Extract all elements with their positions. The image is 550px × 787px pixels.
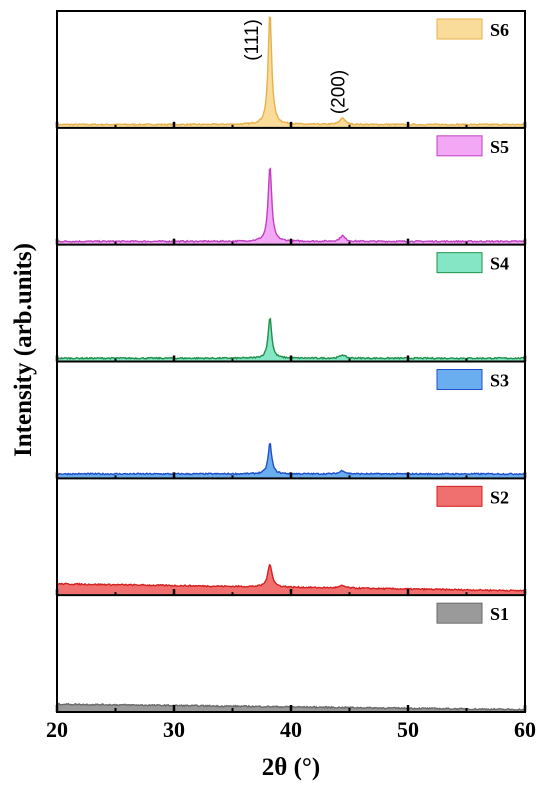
panel-s5: S5	[55, 135, 527, 246]
x-axis-title: 2θ (°)	[262, 754, 320, 781]
panel-s2: S2	[55, 485, 527, 597]
legend-swatch	[436, 369, 483, 390]
peak-annotations: (111) (200)	[242, 19, 350, 114]
legend-label: S4	[490, 254, 509, 274]
series-line-s2	[56, 563, 526, 592]
legend-s3: S3	[436, 369, 509, 391]
legend-label: S3	[490, 371, 509, 391]
legend-label: S1	[490, 604, 509, 624]
legend-label: S2	[490, 487, 509, 507]
legend-label: S6	[490, 20, 509, 40]
panel-s4: S4	[55, 252, 527, 363]
legend-swatch	[436, 485, 483, 507]
legend-swatch	[436, 135, 483, 157]
series-area-s5	[57, 168, 525, 244]
x-axis: 20 30 40 50 60	[46, 705, 536, 742]
legend-label: S5	[490, 137, 509, 157]
peak-label-111: (111)	[242, 19, 263, 61]
legend-swatch	[436, 18, 483, 40]
legend-s5: S5	[436, 135, 509, 157]
series-area-s2	[57, 564, 525, 595]
legend-s1: S1	[436, 602, 509, 624]
series-line-s3	[56, 443, 526, 476]
x-tick-label: 30	[163, 717, 185, 742]
legend-s2: S2	[436, 485, 509, 507]
panel-s3: S3	[55, 369, 527, 480]
chart-panels: S6 S5 S4 S3 S2 S1	[55, 16, 527, 711]
peak-label-200: (200)	[328, 70, 349, 114]
panel-s1: S1	[56, 602, 526, 711]
x-tick-label: 50	[397, 717, 419, 742]
x-tick-label: 40	[280, 717, 302, 742]
series-line-s4	[56, 317, 526, 360]
legend-swatch	[436, 602, 483, 624]
legend-s6: S6	[436, 18, 509, 40]
panel-s6: S6	[55, 16, 527, 129]
y-axis-title: Intensity (arb.units)	[10, 243, 37, 457]
x-tick-label: 20	[46, 717, 68, 742]
series-area-s4	[57, 318, 525, 361]
legend-s4: S4	[436, 252, 509, 274]
series-area-s3	[57, 443, 525, 478]
series-line-s5	[56, 167, 526, 244]
legend-swatch	[436, 252, 483, 274]
x-tick-label: 60	[514, 717, 536, 742]
